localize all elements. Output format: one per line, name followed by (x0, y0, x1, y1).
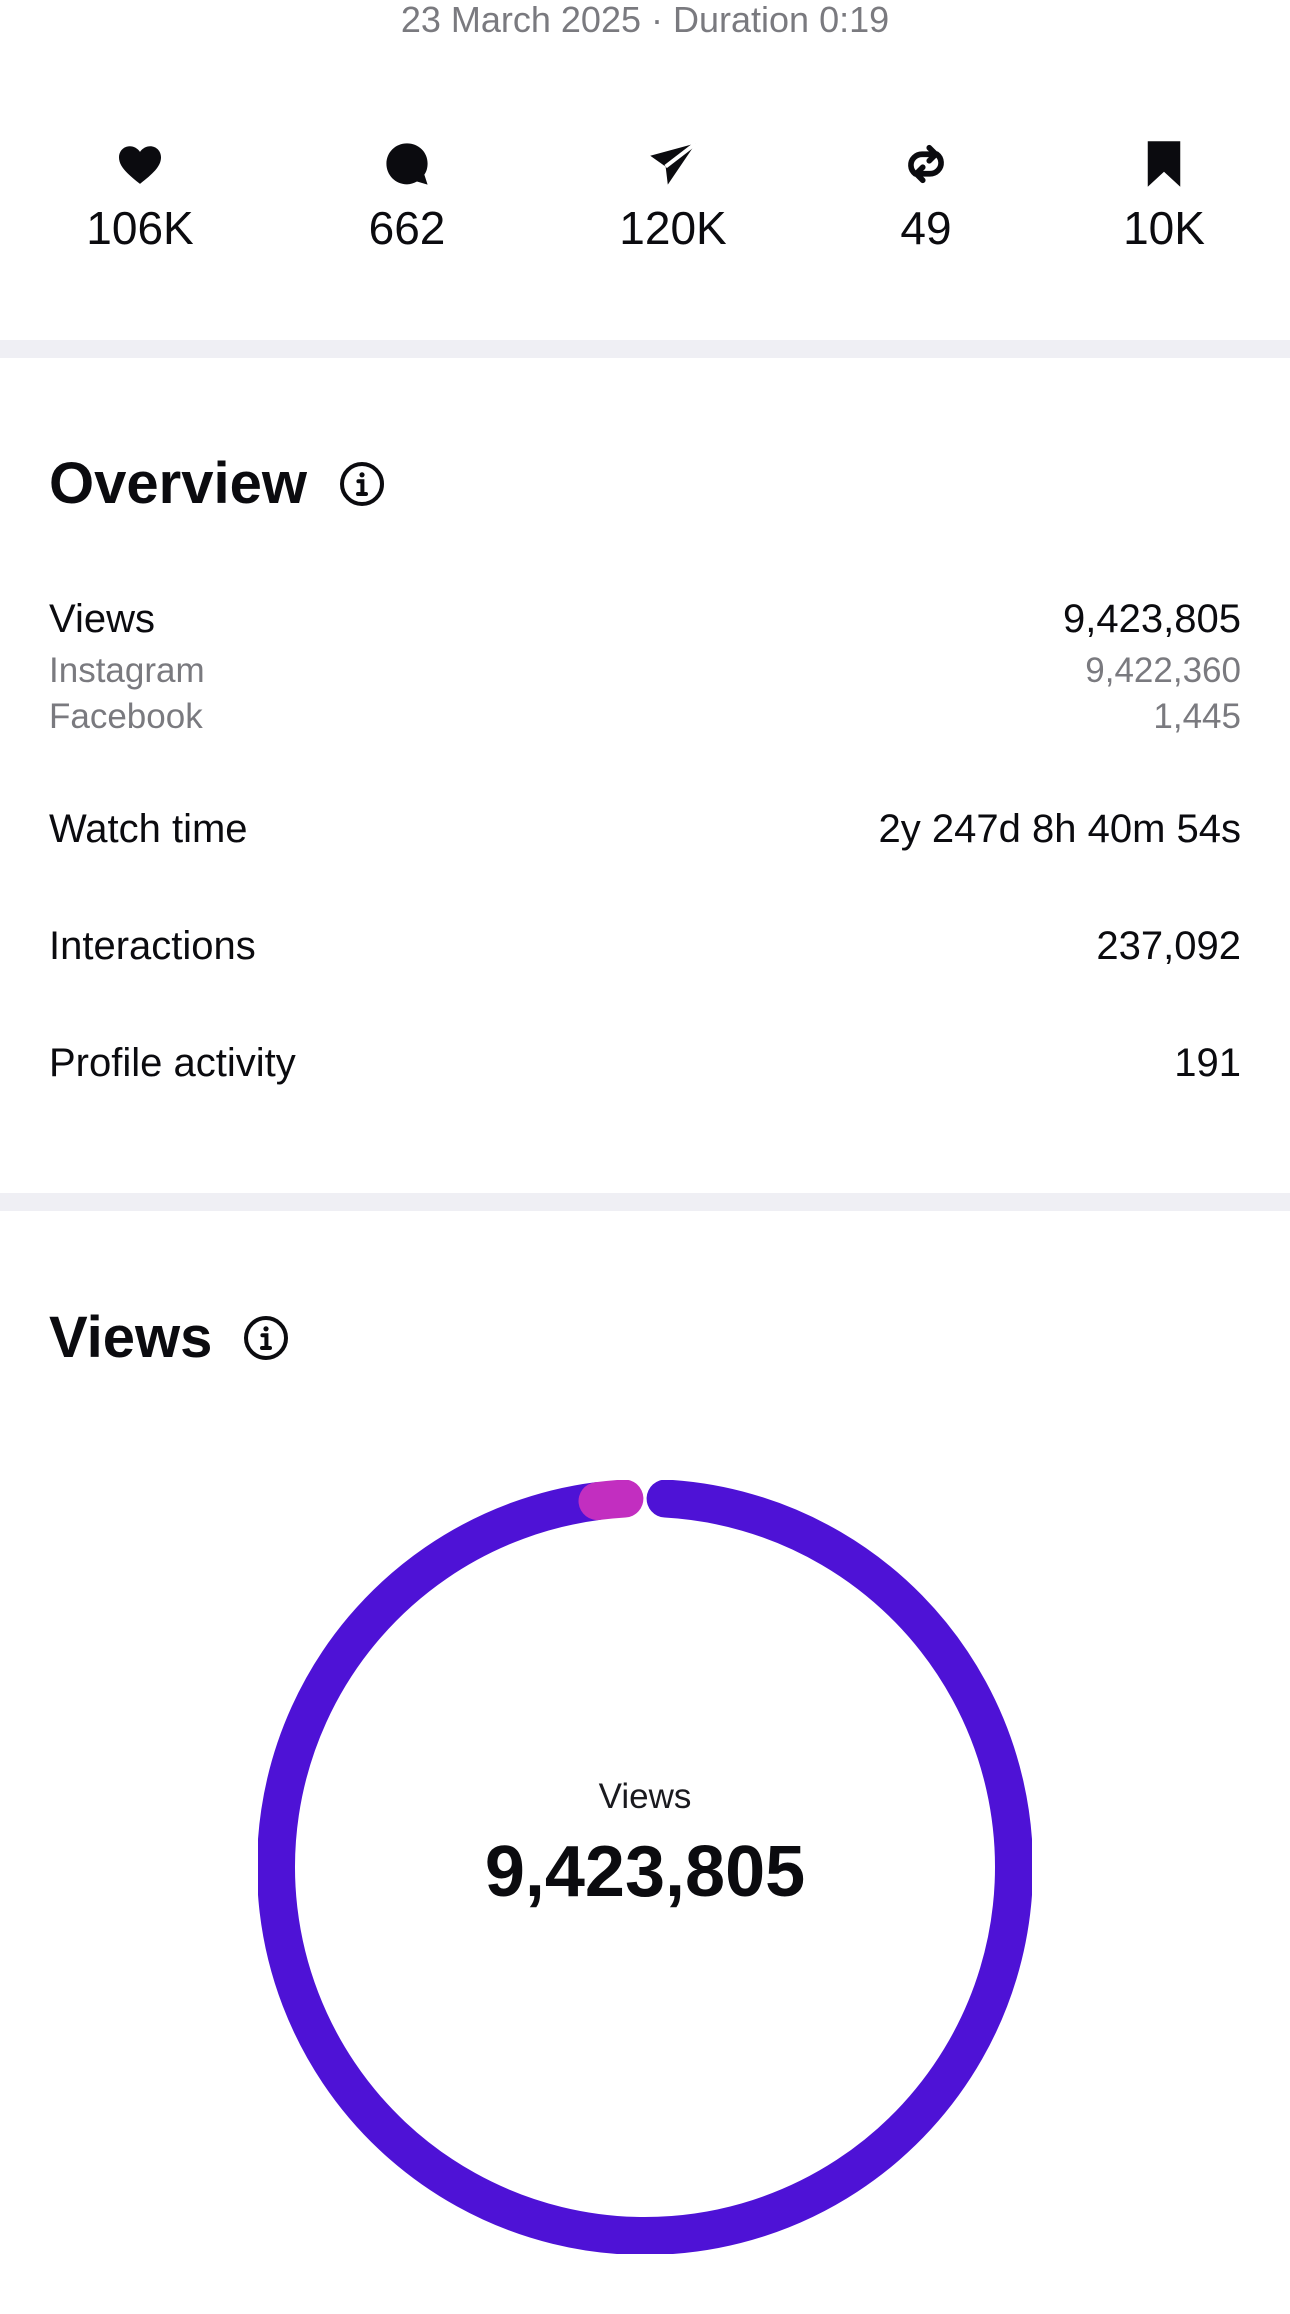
reposts-stat: 49 (826, 138, 1026, 268)
facebook-value: 1,445 (1153, 697, 1241, 736)
comment-icon (381, 138, 433, 190)
bookmark-icon (1138, 138, 1190, 190)
shares-count: 120K (619, 202, 727, 254)
profile-activity-label: Profile activity (49, 1041, 296, 1085)
comments-stat: 662 (307, 138, 507, 268)
facebook-label: Facebook (49, 697, 203, 736)
repost-icon (900, 138, 952, 190)
likes-stat: 106K (40, 138, 240, 268)
reposts-count: 49 (900, 202, 952, 254)
heart-icon (114, 138, 166, 190)
views-label: Views (49, 597, 155, 641)
section-divider (0, 1193, 1290, 1211)
overview-title: Overview (49, 451, 307, 516)
section-divider (0, 340, 1290, 358)
share-send-icon (647, 138, 699, 190)
donut-center-label: Views (598, 1777, 692, 1816)
comments-count: 662 (368, 202, 446, 254)
interactions-label: Interactions (49, 924, 256, 968)
views-value: 9,423,805 (1063, 597, 1241, 641)
instagram-label: Instagram (49, 651, 205, 690)
instagram-value: 9,422,360 (1085, 651, 1241, 690)
views-info-icon[interactable] (242, 1314, 290, 1362)
interactions-value: 237,092 (1096, 924, 1241, 968)
views-donut-chart[interactable] (258, 1480, 1032, 2254)
profile-activity-value: 191 (1174, 1041, 1241, 1085)
donut-segment-facebook[interactable] (578, 1480, 644, 1521)
views-section-title: Views (49, 1305, 213, 1370)
watch-time-value: 2y 247d 8h 40m 54s (878, 807, 1241, 851)
watch-time-label: Watch time (49, 807, 248, 851)
likes-count: 106K (86, 202, 194, 254)
donut-center-value: 9,423,805 (484, 1832, 806, 1912)
post-date-duration: 23 March 2025 · Duration 0:19 (400, 0, 890, 40)
engagement-stats-row: 106K 662 120K 49 (0, 138, 1290, 268)
shares-stat: 120K (573, 138, 773, 268)
donut-segment-instagram[interactable] (258, 1480, 1032, 2254)
saves-count: 10K (1123, 202, 1205, 254)
overview-info-icon[interactable] (338, 460, 386, 508)
saves-stat: 10K (1064, 138, 1264, 268)
